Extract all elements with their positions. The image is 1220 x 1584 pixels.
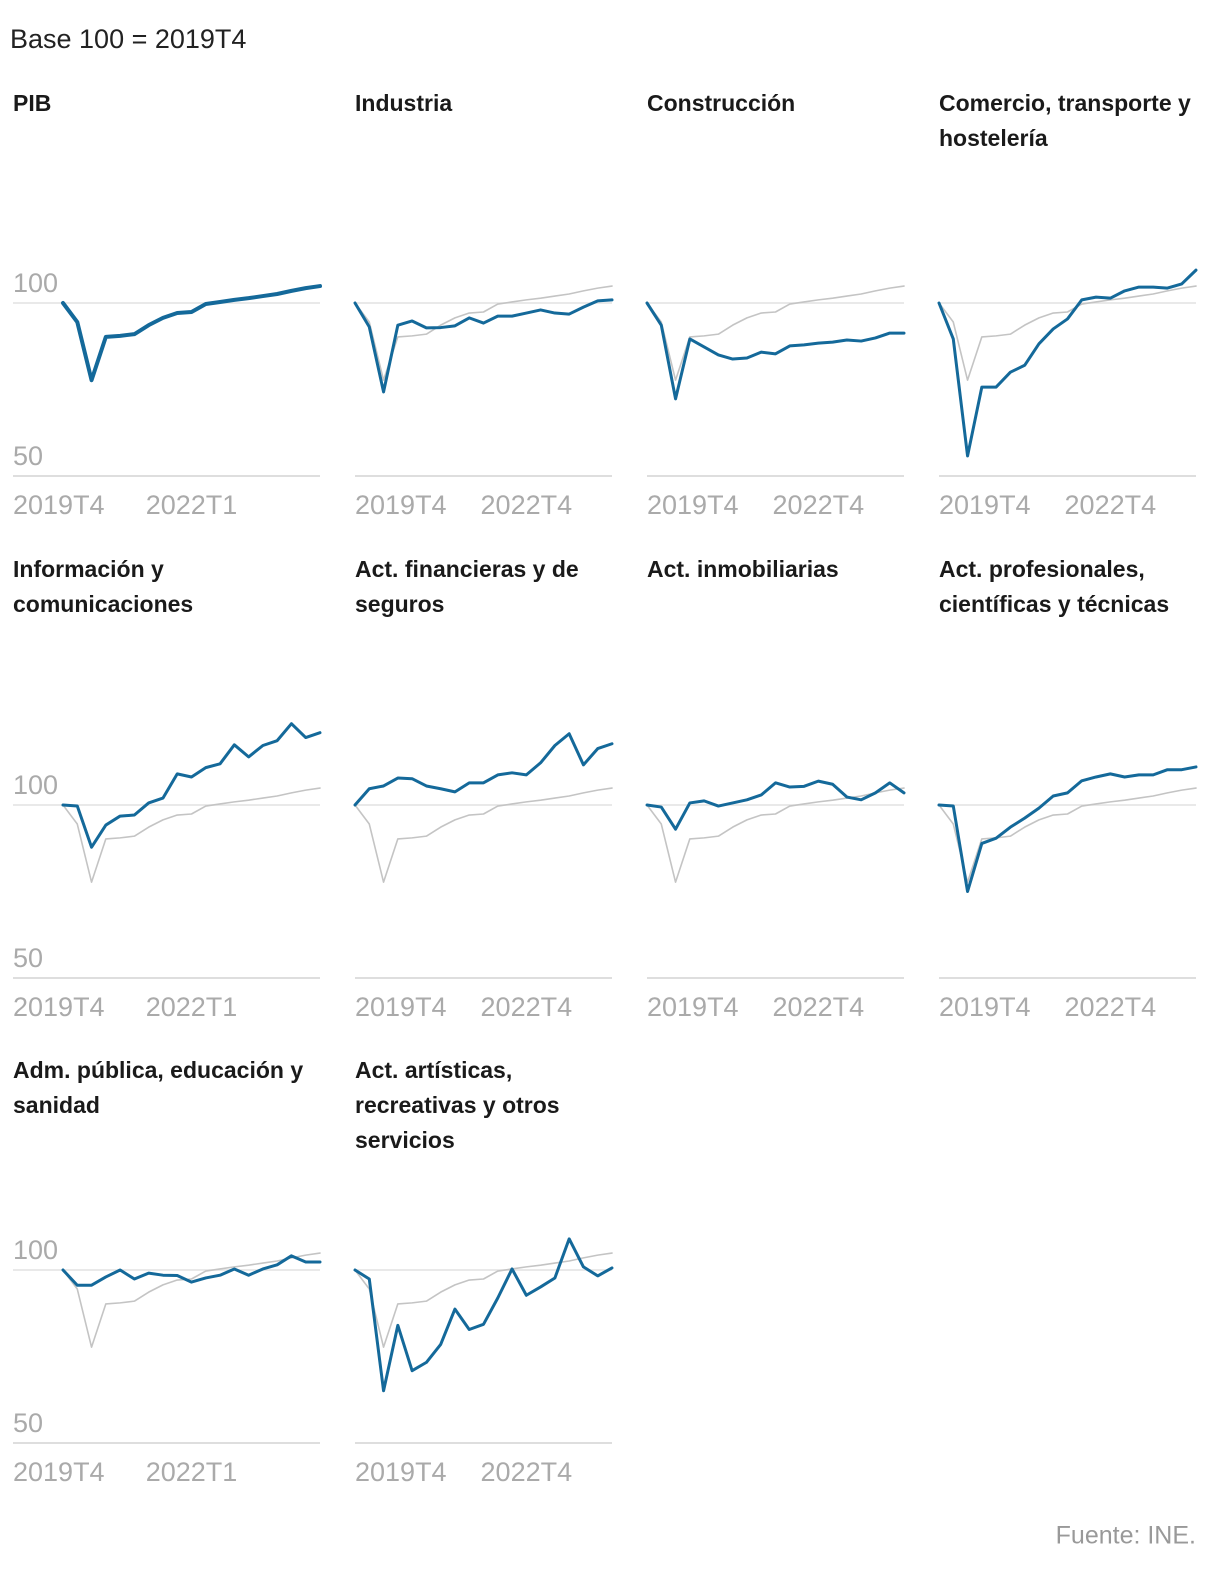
panel-title: Construcción — [647, 90, 796, 116]
y-tick-label: 100 — [13, 268, 58, 298]
series-line — [353, 732, 614, 807]
y-tick-label: 50 — [13, 943, 43, 973]
series-line — [353, 298, 614, 394]
y-tick-label: 100 — [13, 770, 58, 800]
y-tick-label: 50 — [13, 1408, 43, 1438]
series-line — [937, 268, 1198, 458]
reference-line — [646, 285, 905, 381]
x-tick-label: 2019T4 — [13, 490, 105, 520]
x-tick-label: 2022T1 — [146, 490, 238, 520]
series-line — [645, 301, 906, 401]
x-tick-label: 2022T1 — [146, 992, 238, 1022]
series-line — [353, 1237, 614, 1393]
reference-line — [354, 1252, 613, 1348]
x-tick-label: 2019T4 — [647, 490, 739, 520]
x-tick-label: 2019T4 — [939, 992, 1031, 1022]
series-line — [937, 765, 1198, 893]
reference-line — [62, 1252, 321, 1348]
panel-title: PIB — [13, 90, 52, 116]
y-tick-label: 50 — [13, 441, 43, 471]
panel-title: Información y comunicaciones — [13, 556, 194, 617]
reference-line — [938, 787, 1197, 883]
series-line — [61, 722, 322, 849]
panel-title: Act. profesionales, científicas y técnic… — [939, 556, 1170, 617]
panel-title: Act. financieras y de seguros — [355, 556, 579, 617]
x-tick-label: 2022T4 — [481, 992, 573, 1022]
series-line — [645, 779, 906, 831]
reference-line — [62, 787, 321, 883]
reference-line — [354, 787, 613, 883]
panel-title: Act. artísticas, recreativas y otros ser… — [355, 1057, 560, 1153]
series-line — [61, 284, 322, 383]
x-tick-label: 2019T4 — [647, 992, 739, 1022]
x-tick-label: 2022T4 — [481, 490, 573, 520]
x-tick-label: 2022T4 — [1065, 490, 1157, 520]
reference-line — [646, 787, 905, 883]
reference-line — [938, 285, 1197, 381]
x-tick-label: 2022T4 — [773, 490, 865, 520]
x-tick-label: 2022T4 — [1065, 992, 1157, 1022]
x-tick-label: 2019T4 — [13, 992, 105, 1022]
x-tick-label: 2019T4 — [355, 992, 447, 1022]
x-tick-label: 2019T4 — [355, 490, 447, 520]
series-line — [61, 1254, 322, 1287]
panel-title: Comercio, transporte y hostelería — [939, 90, 1191, 151]
header: Base 100 = 2019T4 — [10, 24, 246, 54]
x-tick-label: 2022T4 — [481, 1457, 573, 1487]
reference-line — [354, 285, 613, 381]
x-tick-label: 2022T1 — [146, 1457, 238, 1487]
x-tick-label: 2019T4 — [13, 1457, 105, 1487]
x-tick-label: 2019T4 — [939, 490, 1031, 520]
source: Fuente: INE. — [1056, 1522, 1196, 1550]
x-tick-label: 2022T4 — [773, 992, 865, 1022]
x-tick-label: 2019T4 — [355, 1457, 447, 1487]
panel-title: Adm. pública, educación y sanidad — [13, 1057, 304, 1118]
y-tick-label: 100 — [13, 1235, 58, 1265]
panel-title: Industria — [355, 90, 453, 116]
panel-title: Act. inmobiliarias — [647, 556, 839, 582]
